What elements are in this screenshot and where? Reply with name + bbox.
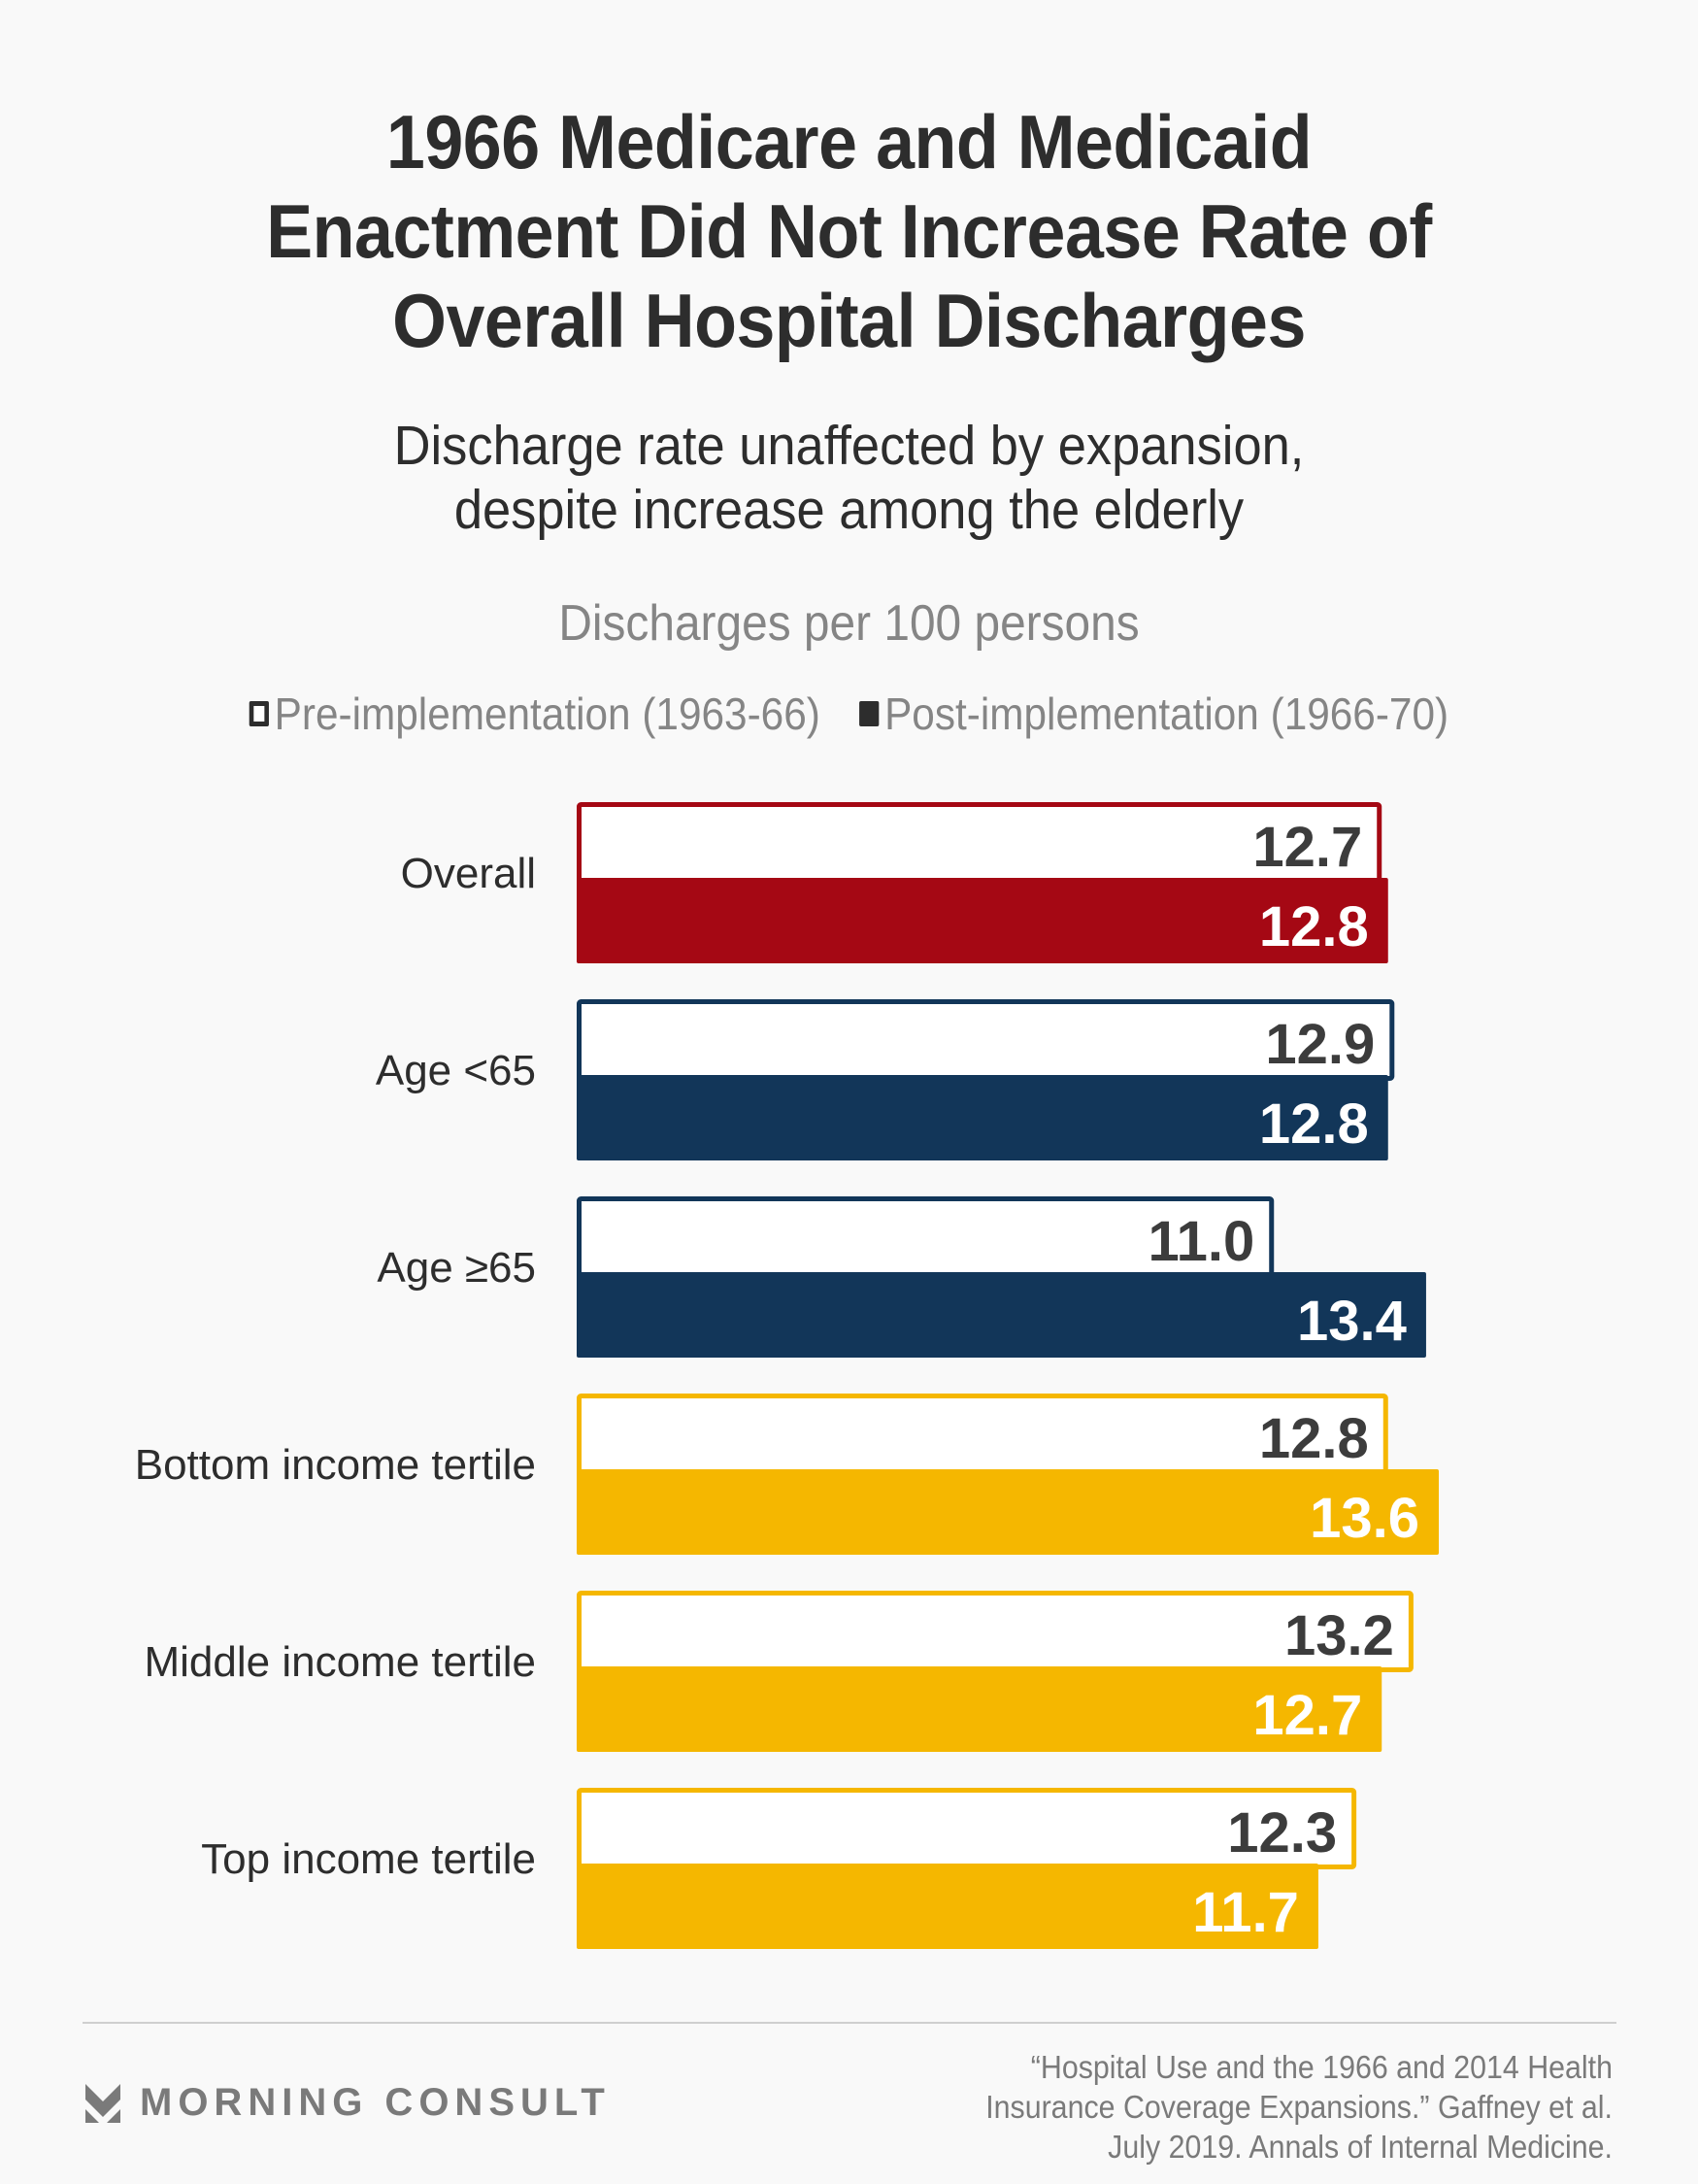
- category-label: Middle income tertile: [145, 1638, 537, 1686]
- chart-title: 1966 Medicare and Medicaid Enactment Did…: [68, 97, 1630, 365]
- source-line: Insurance Coverage Expansions.” Gaffney …: [985, 2089, 1613, 2125]
- category-label: Overall: [401, 850, 536, 897]
- data-label-pre: 12.7: [1252, 816, 1362, 879]
- bar-post: [577, 1075, 1388, 1160]
- legend-outline-swatch-icon: [249, 701, 270, 726]
- data-label-pre: 12.3: [1227, 1801, 1337, 1865]
- data-label-post: 11.7: [1192, 1881, 1299, 1944]
- data-label-pre: 13.2: [1284, 1604, 1394, 1667]
- source-line: “Hospital Use and the 1966 and 2014 Heal…: [1030, 2049, 1613, 2085]
- chart-subtitle-line: Discharge rate unaffected by expansion,: [393, 415, 1305, 477]
- unit-label: Discharges per 100 persons: [558, 595, 1140, 652]
- category-label: Bottom income tertile: [135, 1441, 536, 1489]
- legend-item-pre: Pre-implementation (1963-66): [249, 688, 820, 740]
- footer-divider: [83, 2022, 1616, 2024]
- legend-label: Pre-implementation (1963-66): [274, 689, 820, 739]
- bar-post: [577, 1469, 1439, 1555]
- bar-post: [577, 878, 1388, 963]
- brand-logo: MORNING CONSULT: [85, 2081, 611, 2125]
- bar-post: [577, 1864, 1318, 1949]
- source-citation: “Hospital Use and the 1966 and 2014 Heal…: [934, 2047, 1613, 2167]
- category-label: Age ≥65: [377, 1244, 536, 1292]
- category-label: Top income tertile: [201, 1835, 536, 1883]
- data-label-pre: 12.8: [1259, 1407, 1369, 1470]
- data-label-post: 12.8: [1259, 1092, 1369, 1156]
- chart-title-line: Overall Hospital Discharges: [392, 278, 1306, 363]
- morning-consult-chevron-icon: [85, 2083, 120, 2123]
- category-label: Age <65: [376, 1047, 536, 1094]
- legend-filled-swatch-icon: [859, 701, 880, 726]
- source-line: July 2019. Annals of Internal Medicine.: [1108, 2129, 1613, 2165]
- legend-item-post: Post-implementation (1966-70): [859, 688, 1448, 740]
- brand-name: MORNING CONSULT: [140, 2081, 611, 2124]
- legend-label: Post-implementation (1966-70): [884, 689, 1449, 739]
- data-label-post: 13.4: [1297, 1290, 1407, 1353]
- data-label-pre: 11.0: [1149, 1210, 1255, 1273]
- data-label-post: 12.7: [1252, 1684, 1362, 1747]
- chart-subtitle: Discharge rate unaffected by expansion, …: [68, 414, 1630, 542]
- chart-title-line: 1966 Medicare and Medicaid: [385, 99, 1313, 185]
- legend: Pre-implementation (1963-66) Post-implem…: [68, 688, 1630, 740]
- data-label-pre: 12.9: [1265, 1013, 1375, 1076]
- bar-post: [577, 1272, 1426, 1358]
- data-label-post: 13.6: [1310, 1487, 1419, 1550]
- bar-post: [577, 1666, 1382, 1752]
- data-label-post: 12.8: [1259, 895, 1369, 958]
- chart-title-line: Enactment Did Not Increase Rate of: [266, 188, 1432, 274]
- chart-subtitle-line: despite increase among the elderly: [453, 479, 1245, 541]
